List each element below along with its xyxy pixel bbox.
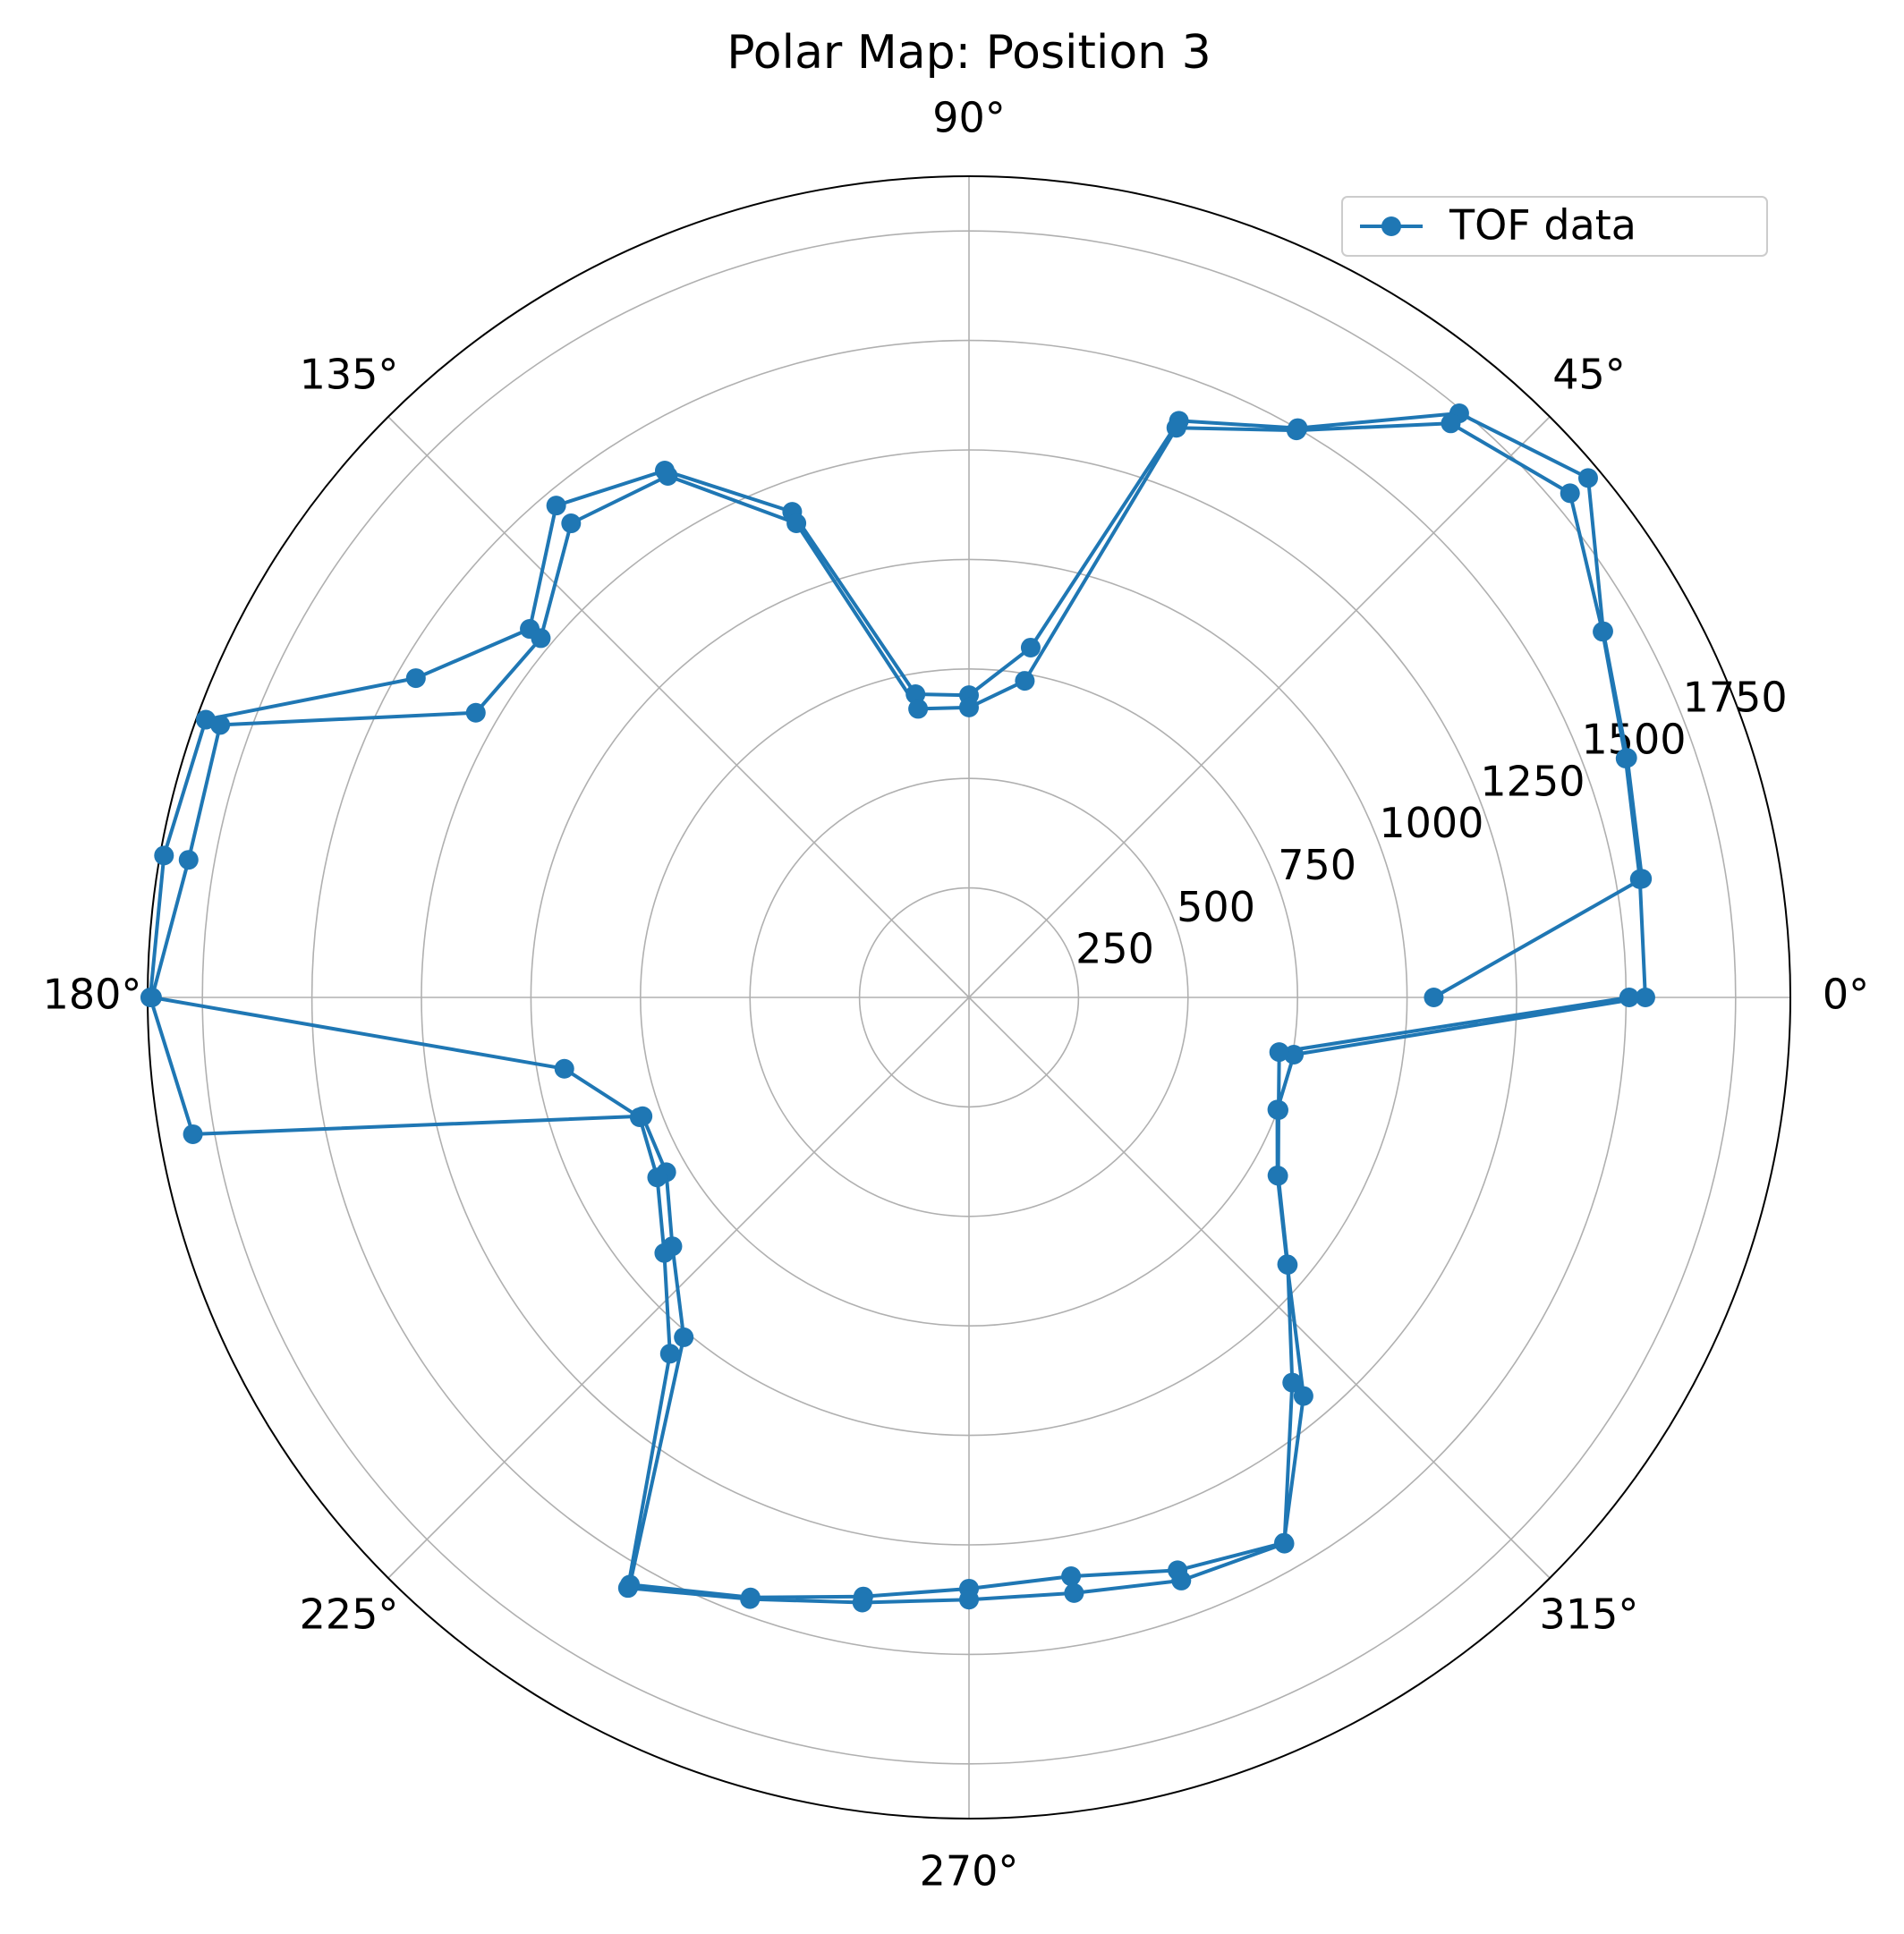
legend: TOF data	[1341, 196, 1768, 257]
data-point	[1278, 1254, 1298, 1275]
data-point	[1615, 748, 1636, 768]
data-point	[554, 1058, 574, 1079]
data-point	[1061, 1566, 1082, 1587]
data-point	[654, 1243, 675, 1263]
data-point	[465, 702, 486, 723]
r-tick-label: 1250	[1480, 757, 1585, 805]
grid-line	[968, 997, 1551, 1579]
data-point	[1577, 468, 1598, 488]
data-point	[852, 1592, 872, 1613]
data-point	[1284, 1045, 1305, 1065]
theta-tick-label: 225°	[300, 1590, 399, 1638]
data-point	[658, 465, 678, 486]
legend-label: TOF data	[1449, 201, 1636, 250]
theta-tick-label: 45°	[1552, 351, 1626, 399]
data-point	[1424, 988, 1444, 1007]
data-point	[617, 1578, 638, 1599]
data-point	[1015, 671, 1035, 691]
data-point	[908, 699, 929, 719]
theta-tick-label: 0°	[1823, 971, 1869, 1019]
data-point	[1268, 1099, 1288, 1120]
data-point	[1269, 1042, 1289, 1063]
data-point	[1619, 988, 1639, 1007]
theta-tick-label: 180°	[43, 971, 142, 1019]
data-point	[905, 684, 926, 705]
data-point	[183, 1124, 203, 1144]
grid-line	[968, 416, 1551, 998]
grid-line	[387, 416, 970, 998]
data-point	[674, 1327, 694, 1347]
chart-title: Polar Map: Position 3	[727, 26, 1211, 80]
data-point	[1282, 1372, 1303, 1393]
data-point	[647, 1167, 667, 1188]
r-tick-label: 1750	[1683, 674, 1788, 722]
r-tick-label: 500	[1177, 883, 1255, 931]
theta-tick-label: 315°	[1540, 1590, 1639, 1638]
data-point	[210, 715, 231, 735]
data-point	[1629, 869, 1650, 889]
data-point	[1274, 1533, 1295, 1554]
data-point	[154, 845, 174, 866]
theta-tick-label: 270°	[920, 1847, 1019, 1896]
data-point	[1171, 1570, 1192, 1590]
legend-marker	[1381, 216, 1401, 236]
data-point	[1593, 622, 1613, 642]
data-point	[546, 496, 566, 516]
data-point	[1064, 1582, 1084, 1603]
data-point	[1560, 483, 1580, 504]
r-tick-label: 1000	[1379, 799, 1483, 847]
r-tick-label: 250	[1075, 925, 1154, 973]
data-point	[561, 513, 582, 534]
data-point	[740, 1589, 761, 1609]
data-point	[629, 1107, 650, 1127]
data-point	[178, 850, 199, 870]
data-point	[1268, 1166, 1288, 1186]
data-point	[1286, 420, 1306, 441]
data-point	[141, 988, 162, 1007]
r-tick-label: 750	[1278, 841, 1356, 889]
data-point	[786, 513, 807, 533]
data-point	[1441, 413, 1461, 434]
data-point	[959, 1590, 979, 1610]
data-point	[531, 628, 551, 649]
data-point	[405, 668, 426, 689]
theta-tick-label: 90°	[932, 94, 1006, 142]
data-point	[1166, 418, 1186, 438]
theta-tick-label: 135°	[300, 351, 399, 399]
data-point	[1020, 637, 1041, 657]
data-point	[1293, 1386, 1313, 1406]
data-point	[659, 1344, 680, 1364]
data-point	[1635, 988, 1655, 1007]
data-point	[959, 697, 979, 717]
legend-box	[1341, 196, 1768, 257]
